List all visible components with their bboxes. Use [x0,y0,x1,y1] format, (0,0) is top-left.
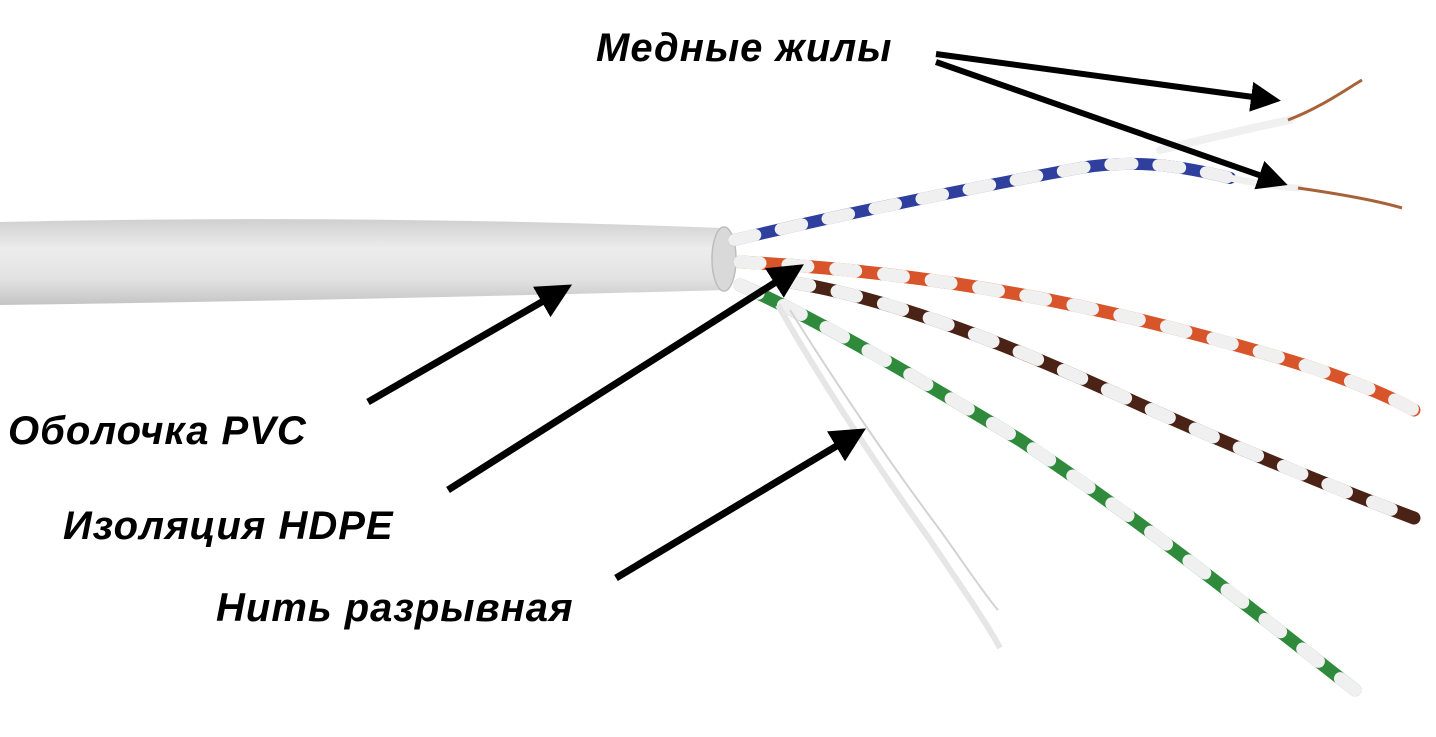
label-copper-cores: Медные жилы [596,26,893,70]
green-pair [733,278,1362,697]
copper-cores [1287,78,1403,210]
ripcord [775,303,1003,650]
arrows [366,51,1288,582]
arrow-pvc-sheath [366,284,573,406]
label-ripcord: Нить разрывная [216,586,574,630]
blue-pair [728,116,1304,246]
arrow-ripcord [614,428,867,582]
label-hdpe-insulation: Изоляция HDPE [63,504,394,548]
arrow-copper-upper [935,51,1281,112]
arrow-copper-lower [935,59,1288,190]
label-pvc-sheath: Оболочка PVC [8,409,307,453]
orange-pair [733,255,1421,417]
arrow-hdpe-insulation [446,264,804,493]
pvc-jacket [0,219,737,305]
brown-pair [783,275,1421,525]
